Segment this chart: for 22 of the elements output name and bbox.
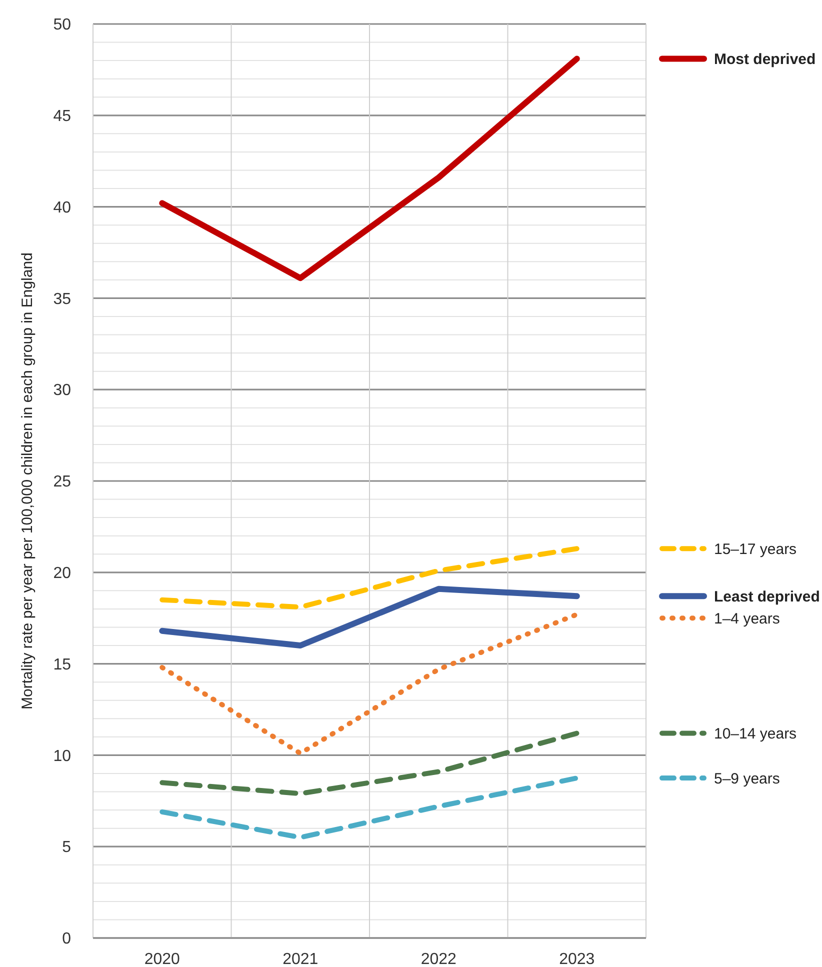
legend-label: 5–9 years <box>714 770 780 788</box>
y-tick-label: 35 <box>53 290 72 308</box>
legend-label: Most deprived <box>714 50 816 68</box>
y-tick-label: 40 <box>53 199 72 216</box>
legend-label: 10–14 years <box>714 726 797 743</box>
x-tick-label: 2022 <box>420 951 457 967</box>
y-axis-title: Mortality rate per year per 100,000 children in each group in England <box>19 252 36 710</box>
y-tick-label: 15 <box>53 656 72 674</box>
x-tick-label: 2023 <box>559 951 595 967</box>
y-tick-label: 0 <box>62 930 72 948</box>
y-tick-label: 10 <box>53 748 72 765</box>
y-tick-label: 45 <box>53 108 72 125</box>
x-tick-label: 2020 <box>144 951 180 967</box>
y-tick-label: 5 <box>62 839 72 856</box>
y-tick-label: 30 <box>53 382 72 400</box>
y-tick-label: 25 <box>53 474 72 491</box>
x-tick-label: 2021 <box>282 951 318 967</box>
legend-label: 15–17 years <box>714 540 797 558</box>
y-tick-label: 20 <box>53 565 72 582</box>
legend-label: Least deprived <box>714 588 820 606</box>
legend-label: 1–4 years <box>714 610 780 628</box>
y-tick-label: 50 <box>53 16 72 34</box>
